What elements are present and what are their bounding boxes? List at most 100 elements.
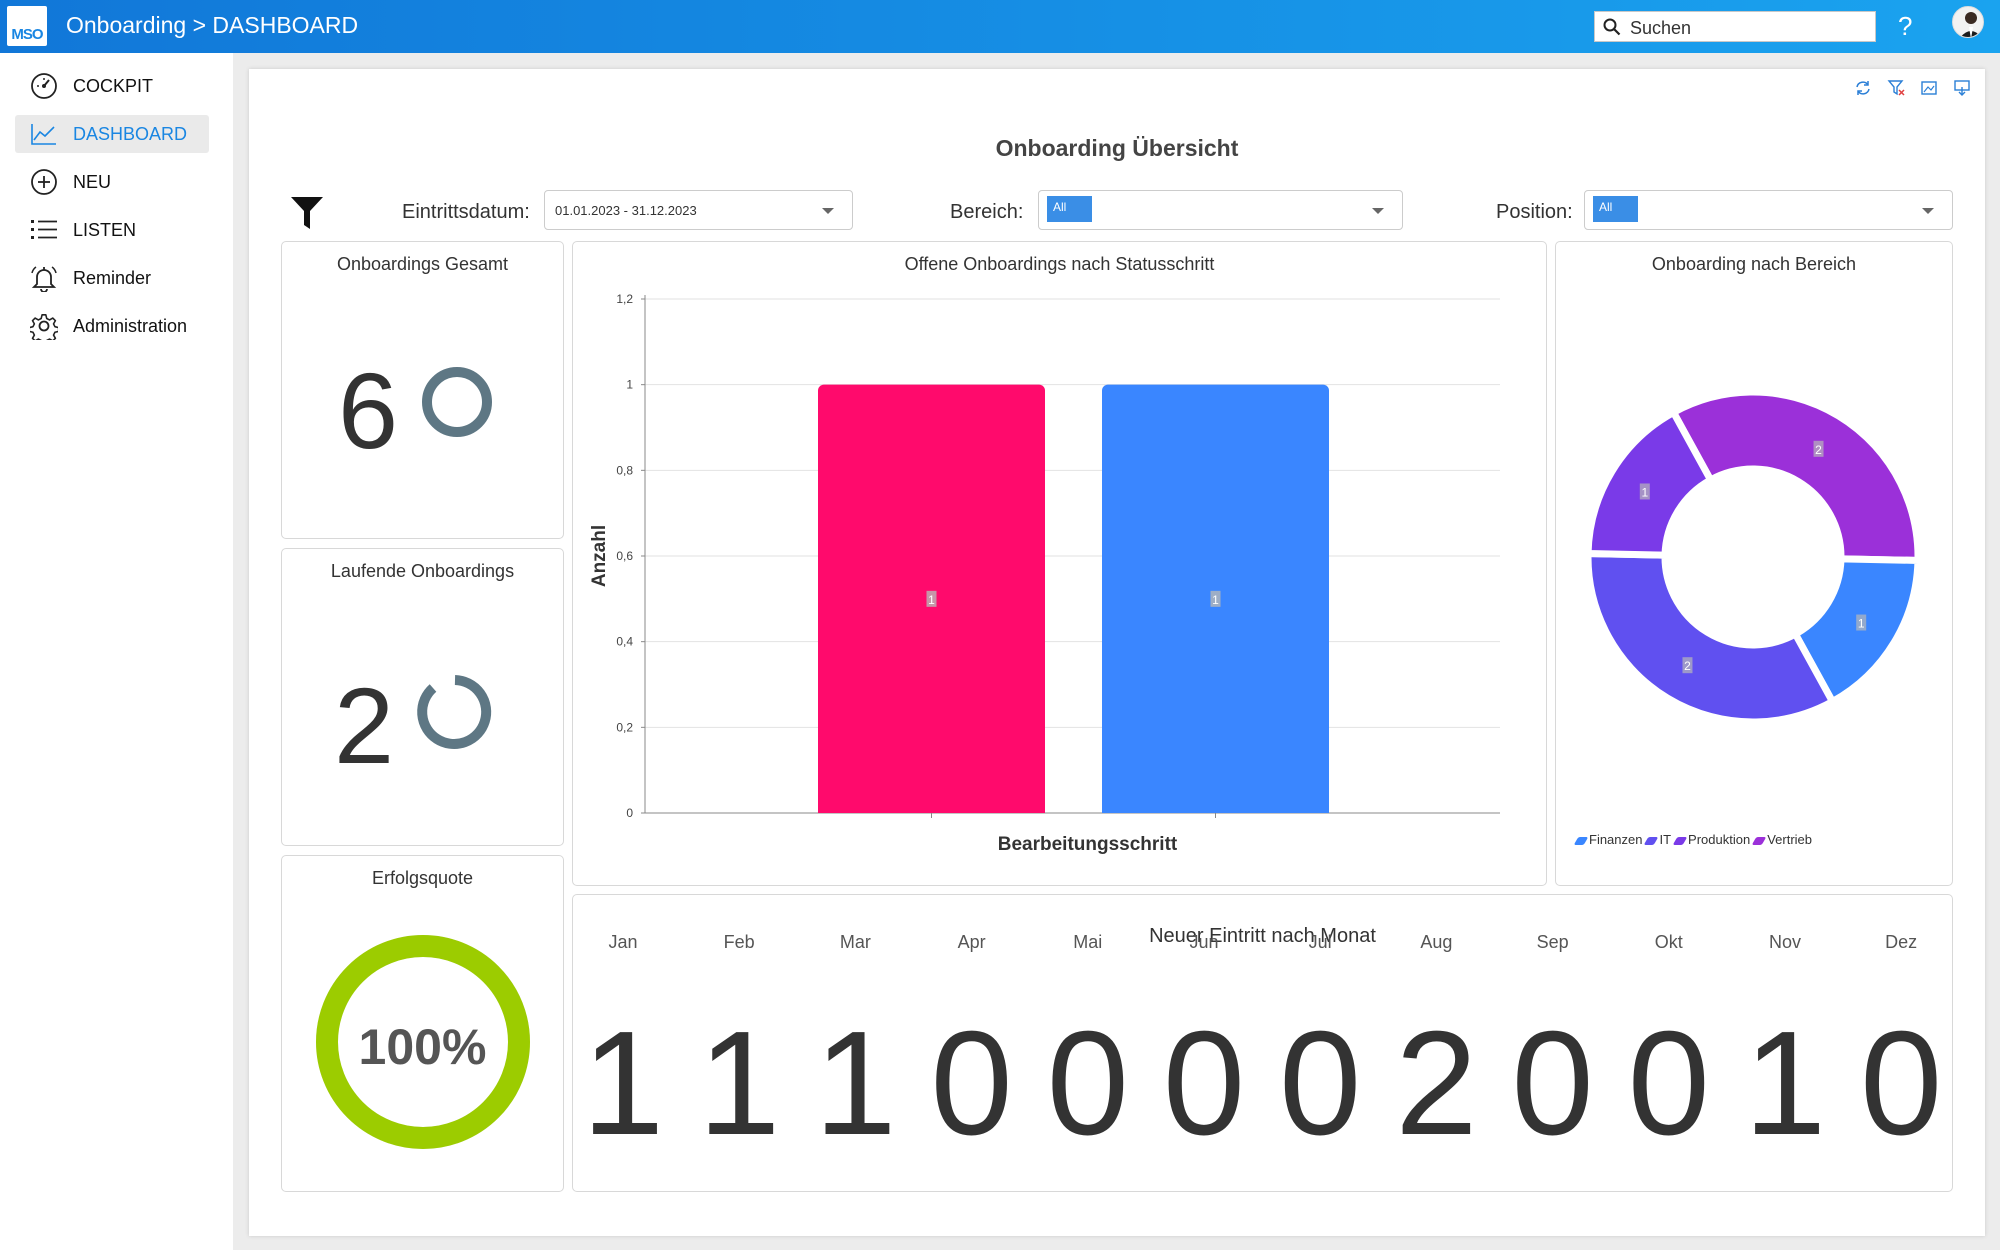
month-value: 1	[698, 1001, 781, 1166]
help-icon[interactable]: ?	[1898, 11, 1913, 41]
export-icon[interactable]	[1953, 79, 1971, 97]
legend-label: Finanzen	[1589, 832, 1643, 847]
dashboard-title: Onboarding Übersicht	[995, 135, 1239, 161]
y-tick-label: 1	[626, 378, 633, 392]
month-label: Feb	[723, 932, 755, 952]
chevron-down-icon	[1922, 208, 1934, 214]
bar-chart-title: Offene Onboardings nach Statusschritt	[904, 254, 1215, 274]
month-label: Aug	[1420, 932, 1453, 952]
sidebar-item-listen[interactable]: LISTEN	[15, 211, 209, 249]
refresh-icon[interactable]	[1854, 79, 1872, 97]
bar-label-bg	[1210, 590, 1221, 607]
sidebar-item-cockpit[interactable]: COCKPIT	[15, 67, 209, 105]
legend-label: Vertrieb	[1767, 832, 1813, 847]
month-value: 1	[581, 1001, 665, 1166]
slice-label-bg	[1856, 614, 1867, 631]
chevron-down-icon	[822, 208, 834, 214]
y-tick-label: 0,4	[616, 635, 633, 649]
bar-label: 1	[928, 593, 935, 607]
sidebar-item-dashboard[interactable]: DASHBOARD	[15, 115, 209, 153]
month-label: Sep	[1536, 932, 1569, 952]
kpi-title-running: Laufende Onboardings	[330, 561, 515, 581]
monthly-title: Neuer Eintritt nach Monat	[1149, 925, 1376, 947]
search-input[interactable]: Suchen	[1594, 11, 1876, 42]
sidebar-item-administration[interactable]: Administration	[15, 307, 209, 345]
area-select[interactable]: All	[1038, 190, 1403, 230]
bar-label: 1	[1212, 593, 1219, 607]
legend-item[interactable]: Finanzen	[1573, 832, 1643, 847]
bar-chart-card: Offene Onboardings nach Statusschritt 0 0…	[572, 241, 1547, 886]
slice-label: 2	[1684, 659, 1691, 673]
donut-chart-card: Onboarding nach Bereich 2 1 2 1 Finanzen IT P…	[1555, 241, 1953, 886]
position-chip[interactable]: All	[1593, 196, 1638, 222]
month-value: 0	[1279, 1001, 1362, 1166]
top-bar: MSO Onboarding > DASHBOARD Suchen ?	[0, 0, 2000, 53]
legend-item[interactable]: Produktion	[1672, 832, 1751, 847]
monthly-card: Neuer Eintritt nach Monat Jan 1 Feb 1 Mar 1 Ap…	[572, 894, 1953, 1192]
legend-item[interactable]: Vertrieb	[1751, 832, 1813, 847]
kpi-card-running: Laufende Onboardings 2	[281, 548, 564, 846]
month-value: 0	[930, 1001, 1013, 1166]
clear-filter-icon[interactable]	[1887, 79, 1905, 97]
sidebar-item-label: Reminder	[73, 267, 152, 288]
y-axis-label: Anzahl	[589, 525, 610, 587]
slice-label: 1	[1858, 617, 1865, 631]
sidebar-item-label: COCKPIT	[73, 75, 154, 96]
kpi-value-running: 2	[334, 665, 395, 786]
sidebar-item-label: Administration	[73, 315, 188, 336]
month-label: Jan	[608, 932, 638, 952]
avatar[interactable]	[1952, 6, 1984, 38]
chart-legend: Finanzen IT Produktion Vertrieb	[1573, 832, 1813, 847]
month-value: 1	[814, 1001, 897, 1166]
y-tick-label: 0,8	[616, 463, 633, 477]
month-label: Dez	[1885, 932, 1918, 952]
month-label: Mai	[1073, 932, 1103, 952]
legend-label: Produktion	[1688, 832, 1751, 847]
sidebar: COCKPIT DASHBOARD NEU LISTEN Reminder Ad…	[0, 53, 233, 1250]
filter-label-date: Eintrittsdatum:	[402, 201, 530, 223]
kpi-card-success: Erfolgsquote 100%	[281, 855, 564, 1192]
date-range-select[interactable]: 01.01.2023 - 31.12.2023	[544, 190, 853, 230]
y-tick-label: 0	[626, 806, 633, 820]
month-value: 0	[1627, 1001, 1710, 1166]
date-range-value: 01.01.2023 - 31.12.2023	[555, 203, 697, 218]
month-value: 0	[1860, 1001, 1943, 1166]
legend-label: IT	[1659, 832, 1672, 847]
donut-chart: 2 1 2 1	[1584, 388, 1922, 726]
slice-label: 2	[1815, 443, 1822, 457]
slice-label-bg	[1682, 657, 1693, 674]
kpi-ring-running	[417, 675, 492, 749]
donut-chart-title: Onboarding nach Bereich	[1651, 254, 1857, 274]
sidebar-item-neu[interactable]: NEU	[15, 163, 209, 201]
sidebar-item-label: LISTEN	[73, 219, 137, 240]
month-value: 0	[1162, 1001, 1246, 1166]
app-logo[interactable]: MSO	[7, 6, 47, 46]
position-select[interactable]: All	[1584, 190, 1953, 230]
list-icon	[29, 215, 59, 245]
month-label: Okt	[1654, 932, 1683, 952]
donut-slice[interactable]	[1668, 388, 1922, 565]
legend-swatch	[1573, 836, 1589, 845]
sidebar-item-label: DASHBOARD	[73, 123, 188, 144]
chart-line-icon	[29, 119, 59, 149]
month-value: 1	[1743, 1001, 1827, 1166]
sidebar-item-reminder[interactable]: Reminder	[15, 259, 209, 297]
breadcrumb[interactable]: Onboarding > DASHBOARD	[66, 12, 359, 38]
kpi-value-success: 100%	[358, 1019, 487, 1075]
bell-icon	[29, 263, 59, 293]
chevron-down-icon	[1372, 208, 1384, 214]
success-rate-ring	[316, 935, 530, 1149]
kpi-ring-total	[422, 367, 492, 437]
kpi-title-success: Erfolgsquote	[371, 868, 474, 888]
area-chip[interactable]: All	[1047, 196, 1092, 222]
y-tick-label: 1,2	[616, 292, 633, 306]
legend-item[interactable]: IT	[1644, 832, 1672, 847]
donut-slice[interactable]	[1584, 549, 1838, 726]
export-image-icon[interactable]	[1920, 79, 1938, 97]
bar-label-bg	[926, 590, 937, 607]
gauge-icon	[29, 71, 59, 101]
month-label: Mar	[839, 932, 871, 952]
month-value: 0	[1511, 1001, 1594, 1166]
legend-swatch	[1751, 836, 1767, 845]
filter-icon[interactable]	[290, 195, 324, 231]
